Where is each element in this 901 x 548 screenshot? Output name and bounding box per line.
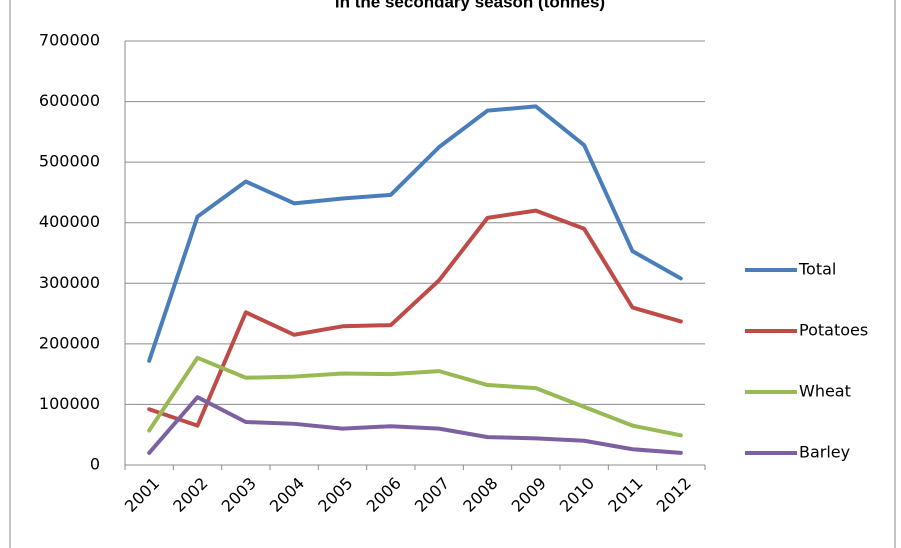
chart-frame <box>9 0 896 548</box>
y-tick-label: 500000 <box>39 152 100 171</box>
y-tick-label: 600000 <box>39 91 100 110</box>
legend-label: Barley <box>799 443 850 462</box>
y-tick-label: 200000 <box>39 333 100 352</box>
chart-title: in the secondary season (tonnes) <box>335 0 605 11</box>
series-line <box>147 355 683 438</box>
y-tick-label: 100000 <box>39 394 100 413</box>
legend-label: Total <box>798 260 836 279</box>
series-line <box>147 104 683 363</box>
y-tick-label: 700000 <box>39 31 100 50</box>
y-tick-label: 0 <box>90 455 100 474</box>
y-tick-label: 300000 <box>39 273 100 292</box>
series-line <box>147 395 683 455</box>
series-line <box>147 208 683 428</box>
legend-label: Wheat <box>799 382 851 401</box>
y-tick-label: 400000 <box>39 212 100 231</box>
legend-label: Potatoes <box>799 321 868 340</box>
